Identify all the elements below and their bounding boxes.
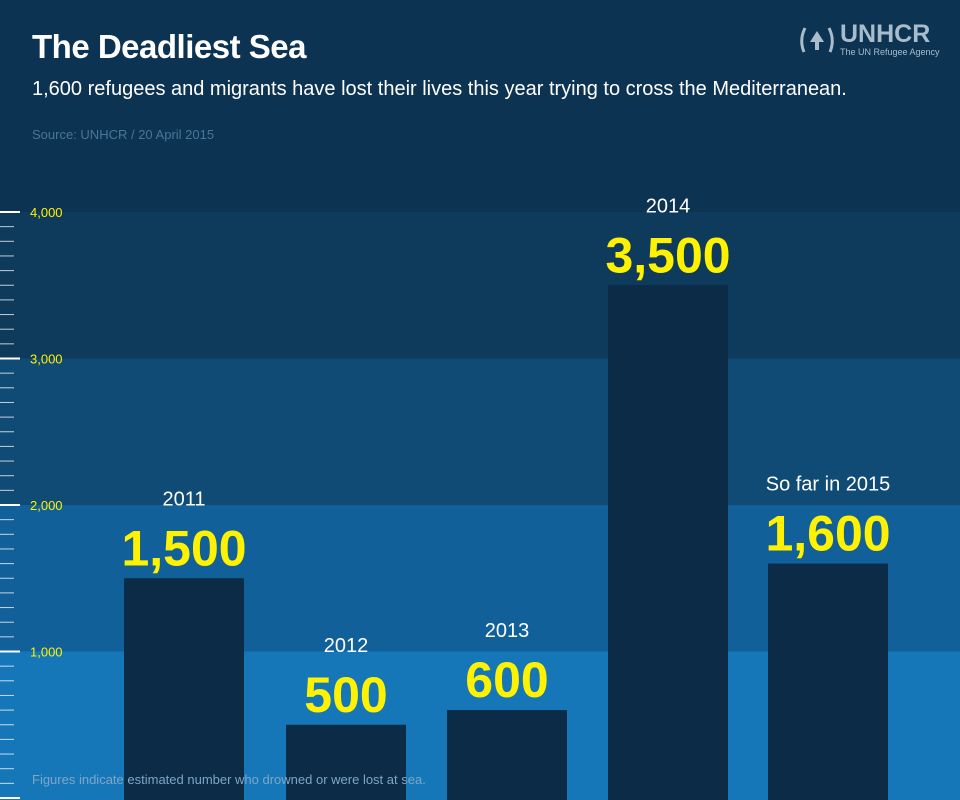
logo-tagline: The UN Refugee Agency xyxy=(840,47,940,57)
bar-category-label: So far in 2015 xyxy=(766,474,891,496)
y-tick-label: 4,000 xyxy=(30,205,63,220)
bar-value-label: 3,500 xyxy=(605,227,730,283)
bars xyxy=(124,285,888,800)
bar xyxy=(286,724,406,800)
bar xyxy=(608,285,728,800)
bar-labels: 2011 1,500 2012 500 2013 600 2014 3,500 So far i… xyxy=(121,195,890,723)
bar-value-label: 600 xyxy=(465,652,548,708)
unhcr-logo: UNHCR The UN Refugee Agency xyxy=(798,20,940,60)
bar xyxy=(447,710,567,800)
y-axis-ruler xyxy=(0,211,20,799)
bar xyxy=(124,578,244,800)
laurel-hands-shelter-icon xyxy=(800,27,834,53)
page-title: The Deadliest Sea xyxy=(32,28,306,65)
y-tick-label: 1,000 xyxy=(30,645,63,660)
bar-value-label: 500 xyxy=(304,667,387,723)
bar-category-label: 2014 xyxy=(646,195,691,217)
logo-name: UNHCR xyxy=(840,20,931,48)
page-subtitle: 1,600 refugees and migrants have lost th… xyxy=(32,78,847,100)
background-band xyxy=(0,358,960,505)
y-tick-label: 3,000 xyxy=(30,352,63,367)
footnote: Figures indicate estimated number who dr… xyxy=(32,772,426,787)
bar-value-label: 1,500 xyxy=(121,520,246,576)
source-note: Source: UNHCR / 20 April 2015 xyxy=(32,127,215,142)
y-tick-label: 2,000 xyxy=(30,498,63,513)
bar xyxy=(768,563,888,800)
y-axis-tick-labels: 1,000 2,000 3,000 4,000 xyxy=(30,205,63,660)
bar-category-label: 2013 xyxy=(485,620,530,642)
bar-category-label: 2012 xyxy=(324,635,369,657)
bar-category-label: 2011 xyxy=(162,488,205,510)
bar-value-label: 1,600 xyxy=(765,506,890,562)
background-band xyxy=(0,212,960,359)
